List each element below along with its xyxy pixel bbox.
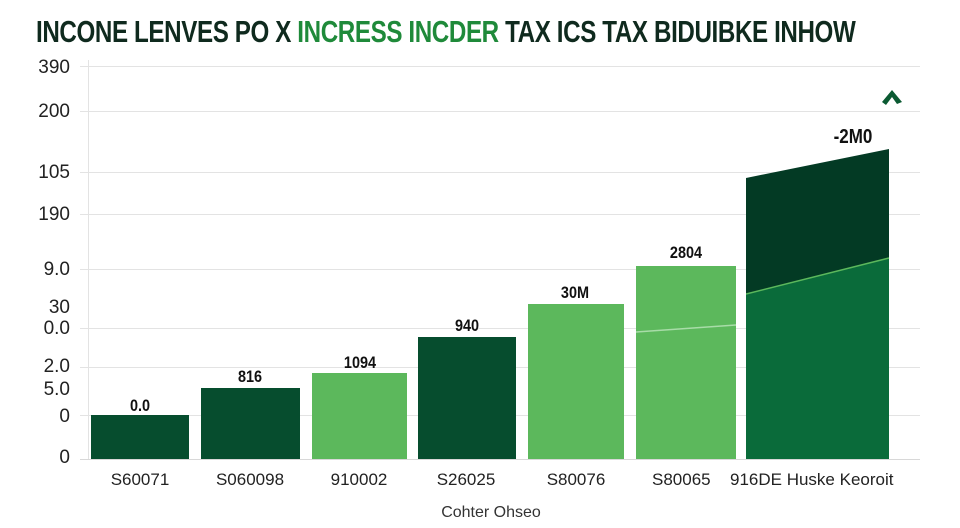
chart-title: INCONE LENVES PO X INCRESS INCDER TAX IC… [36, 14, 856, 50]
y-tick: 390 [38, 57, 70, 78]
y-tick: 105 [38, 162, 70, 183]
value-label: 816 [237, 367, 263, 386]
bar-4 [418, 337, 516, 459]
bar-7 [746, 149, 890, 460]
y-tick: 190 [38, 204, 70, 225]
gridline [80, 66, 920, 67]
y-tick: 9.0 [43, 259, 70, 280]
gridline [80, 111, 920, 112]
x-tick: S80065 [652, 470, 711, 489]
x-tick: S80076 [546, 470, 606, 489]
y-tick: 200 [38, 101, 70, 122]
y-tick: 0 [59, 406, 70, 427]
x-tick: 916DE Huske Keoroit [730, 470, 894, 489]
y-axis-line [88, 60, 89, 460]
value-label: 0.0 [129, 396, 151, 415]
bar-5 [528, 304, 624, 459]
x-tick: S26025 [436, 470, 496, 489]
y-tick: 2.0 [43, 356, 70, 377]
value-label: 30M [560, 283, 590, 302]
bar-2 [201, 388, 300, 459]
x-axis-title: Cohter Ohseo [441, 504, 541, 521]
value-label: 1094 [343, 353, 377, 372]
gridline [80, 328, 920, 329]
x-tick: S060098 [215, 470, 285, 489]
gridline [80, 172, 920, 173]
title-part-2: INCRESS INCDER [297, 14, 499, 49]
bar-1 [91, 415, 189, 459]
x-tick: 910002 [330, 470, 388, 489]
gridline [80, 269, 920, 270]
bar-6 [636, 266, 736, 459]
gridline [80, 214, 920, 215]
x-tick: S60071 [110, 470, 170, 489]
arrow-up-icon [882, 90, 902, 105]
x-axis-line [80, 459, 920, 460]
value-label: 2804 [669, 243, 703, 262]
y-tick: 30 [48, 297, 70, 318]
value-label: -2M0 [833, 126, 873, 148]
y-tick: 0 [59, 447, 70, 468]
value-label: 940 [454, 316, 480, 335]
title-part-1: INCONE LENVES PO X [36, 14, 298, 49]
title-part-3: TAX ICS TAX BIDUIBKE INHOW [498, 14, 856, 49]
y-tick: 0.0 [43, 318, 70, 339]
y-tick: 5.0 [43, 379, 70, 400]
bar-6-split-line [636, 324, 736, 333]
bar-3 [312, 373, 407, 459]
